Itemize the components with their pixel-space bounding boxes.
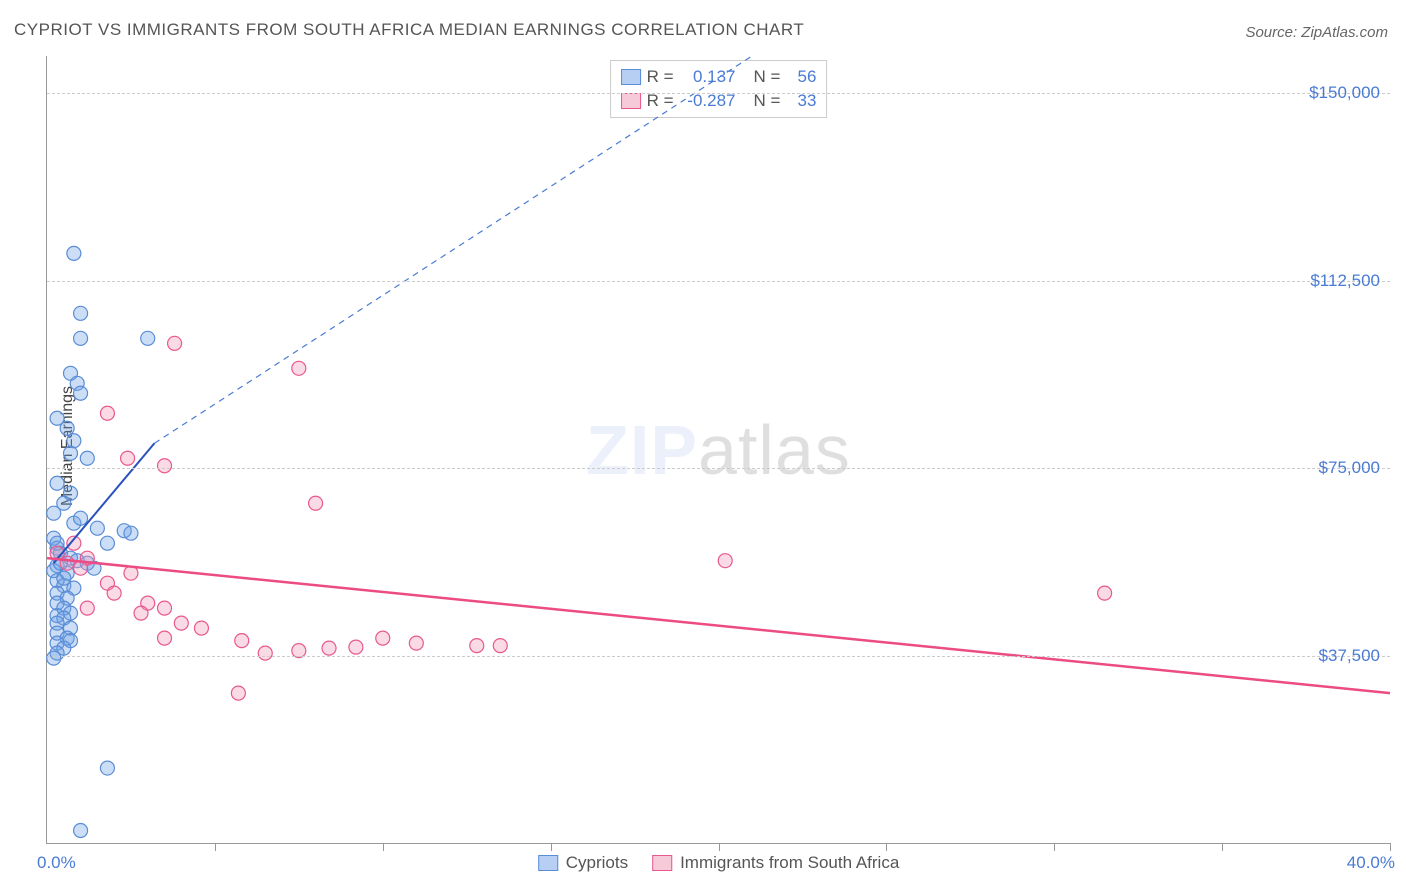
swatch-blue <box>538 855 558 871</box>
data-point-cypriots <box>74 331 88 345</box>
x-tick <box>551 843 552 851</box>
data-point-south_africa <box>80 601 94 615</box>
y-tick-label: $150,000 <box>1309 83 1380 103</box>
x-tick <box>719 843 720 851</box>
data-point-south_africa <box>349 640 363 654</box>
y-tick-label: $112,500 <box>1310 271 1380 291</box>
data-point-cypriots <box>64 446 78 460</box>
legend-label-southafrica: Immigrants from South Africa <box>680 853 899 873</box>
data-point-south_africa <box>231 686 245 700</box>
data-point-cypriots <box>100 761 114 775</box>
data-point-south_africa <box>322 641 336 655</box>
x-tick <box>215 843 216 851</box>
x-tick <box>383 843 384 851</box>
x-axis-min-label: 0.0% <box>37 853 76 873</box>
data-point-cypriots <box>47 651 61 665</box>
data-point-south_africa <box>194 621 208 635</box>
data-point-cypriots <box>124 526 138 540</box>
data-point-cypriots <box>100 536 114 550</box>
data-point-cypriots <box>47 506 61 520</box>
data-point-south_africa <box>158 601 172 615</box>
data-point-cypriots <box>80 451 94 465</box>
data-point-south_africa <box>376 631 390 645</box>
legend-item-cypriots: Cypriots <box>538 853 628 873</box>
data-point-south_africa <box>100 406 114 420</box>
gridline <box>47 93 1390 94</box>
data-point-south_africa <box>493 639 507 653</box>
x-tick <box>886 843 887 851</box>
data-point-south_africa <box>409 636 423 650</box>
data-point-south_africa <box>470 639 484 653</box>
data-point-south_africa <box>235 634 249 648</box>
data-point-cypriots <box>74 306 88 320</box>
x-tick <box>1054 843 1055 851</box>
data-point-south_africa <box>292 361 306 375</box>
x-axis-max-label: 40.0% <box>1347 853 1395 873</box>
legend-label-cypriots: Cypriots <box>566 853 628 873</box>
data-point-cypriots <box>90 521 104 535</box>
data-point-cypriots <box>74 511 88 525</box>
data-point-cypriots <box>67 246 81 260</box>
data-point-cypriots <box>74 386 88 400</box>
trend-line-dashed-cypriots <box>154 56 752 443</box>
data-point-south_africa <box>158 459 172 473</box>
data-point-south_africa <box>718 554 732 568</box>
scatter-svg <box>47 56 1390 843</box>
plot-area: ZIPatlas R = 0.137 N = 56 R = -0.287 N =… <box>46 56 1390 844</box>
gridline <box>47 281 1390 282</box>
data-point-south_africa <box>174 616 188 630</box>
data-point-cypriots <box>141 331 155 345</box>
data-point-south_africa <box>107 586 121 600</box>
gridline <box>47 656 1390 657</box>
data-point-cypriots <box>60 421 74 435</box>
data-point-south_africa <box>168 336 182 350</box>
data-point-south_africa <box>121 451 135 465</box>
gridline <box>47 468 1390 469</box>
data-point-south_africa <box>1098 586 1112 600</box>
y-tick-label: $37,500 <box>1319 646 1380 666</box>
x-tick <box>1390 843 1391 851</box>
data-point-south_africa <box>134 606 148 620</box>
data-point-south_africa <box>258 646 272 660</box>
data-point-cypriots <box>74 824 88 838</box>
data-point-cypriots <box>67 434 81 448</box>
swatch-pink <box>652 855 672 871</box>
data-point-south_africa <box>309 496 323 510</box>
data-point-south_africa <box>158 631 172 645</box>
chart-title: CYPRIOT VS IMMIGRANTS FROM SOUTH AFRICA … <box>14 20 804 40</box>
legend-item-southafrica: Immigrants from South Africa <box>652 853 899 873</box>
x-tick <box>1222 843 1223 851</box>
trend-line-south_africa <box>47 558 1390 693</box>
bottom-legend: Cypriots Immigrants from South Africa <box>538 853 900 873</box>
data-point-cypriots <box>57 571 71 585</box>
data-point-south_africa <box>60 556 74 570</box>
data-point-cypriots <box>50 476 64 490</box>
source-attribution: Source: ZipAtlas.com <box>1245 24 1388 41</box>
y-tick-label: $75,000 <box>1319 458 1380 478</box>
